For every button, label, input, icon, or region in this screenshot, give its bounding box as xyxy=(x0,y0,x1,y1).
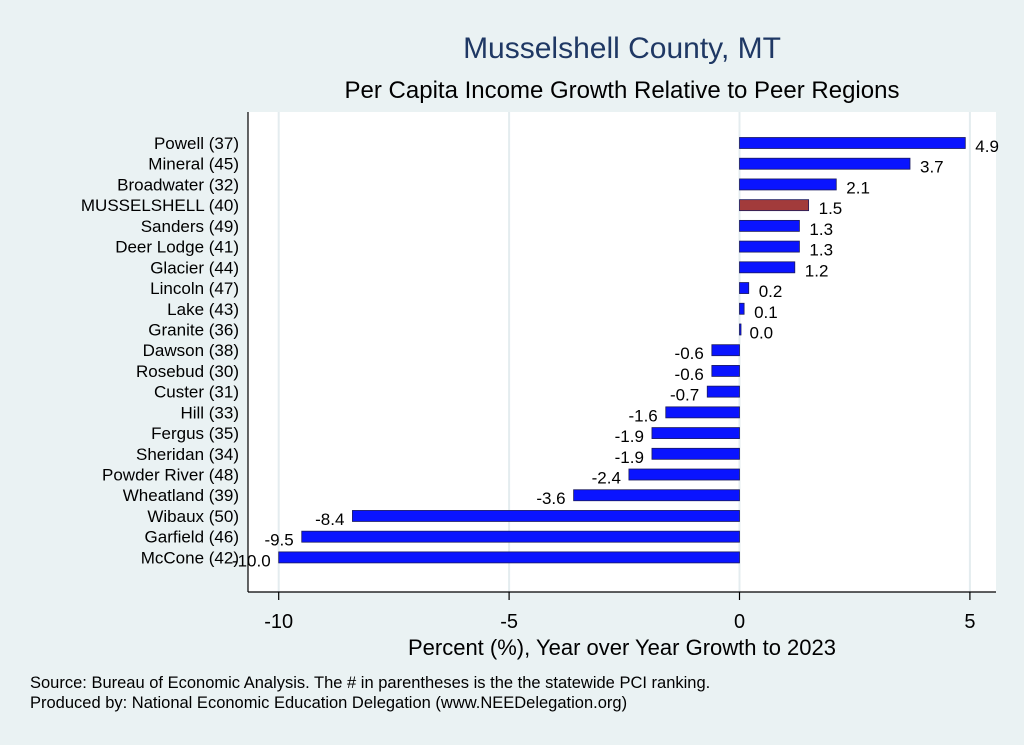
category-label: Fergus (35) xyxy=(151,424,239,443)
bar xyxy=(711,344,740,357)
category-label: Deer Lodge (41) xyxy=(115,238,239,257)
bar xyxy=(739,302,745,315)
bar xyxy=(628,468,740,481)
value-label: -0.7 xyxy=(670,386,699,405)
value-label: -1.6 xyxy=(628,406,657,425)
category-label: Powell (37) xyxy=(154,134,239,153)
value-labels: 4.93.72.11.51.31.31.20.20.10.0-0.6-0.6-0… xyxy=(232,137,999,570)
value-label: 1.2 xyxy=(805,261,829,280)
category-label: Wheatland (39) xyxy=(123,486,239,505)
x-tick-label: -10 xyxy=(264,611,293,633)
category-label: Powder River (48) xyxy=(102,466,239,485)
bar xyxy=(573,489,740,502)
chart-subtitle: Per Capita Income Growth Relative to Pee… xyxy=(345,77,900,104)
category-label: Lincoln (47) xyxy=(150,279,239,298)
category-labels: Powell (37) Mineral (45)Broadwater (32) MU… xyxy=(81,134,239,567)
bar xyxy=(739,199,810,212)
category-label: Hill (33) xyxy=(180,403,239,422)
value-label: 1.5 xyxy=(819,199,843,218)
bar xyxy=(739,261,796,274)
value-label: 0.2 xyxy=(759,282,783,301)
value-label: 2.1 xyxy=(846,178,870,197)
value-label: -8.4 xyxy=(315,510,344,529)
value-label: -0.6 xyxy=(675,344,704,363)
bar xyxy=(706,385,740,398)
category-label: McCone (42) xyxy=(141,548,239,567)
bar xyxy=(352,510,740,522)
bar xyxy=(739,219,800,232)
value-label: 4.9 xyxy=(975,137,999,156)
bar xyxy=(739,282,750,294)
bar xyxy=(665,406,740,419)
category-label: MUSSELSHELL (40) xyxy=(81,196,239,215)
category-label: Wibaux (50) xyxy=(147,507,239,526)
category-label: Rosebud (30) xyxy=(136,362,239,381)
bar xyxy=(739,178,837,191)
bar xyxy=(739,323,742,336)
bars xyxy=(278,137,966,564)
bar xyxy=(711,365,740,377)
value-label: 0.1 xyxy=(754,303,778,322)
producer-note: Produced by: National Economic Education… xyxy=(30,694,627,712)
value-label: -2.4 xyxy=(592,469,621,488)
x-axis-label: Percent (%), Year over Year Growth to 20… xyxy=(408,635,836,660)
category-label: Lake (43) xyxy=(167,300,239,319)
x-tick-label: 0 xyxy=(734,611,745,633)
category-label: Garfield (46) xyxy=(145,528,239,547)
x-axis: -10 -5 0 5 xyxy=(247,112,996,633)
category-label: Glacier (44) xyxy=(150,258,239,277)
value-label: 0.0 xyxy=(750,323,774,342)
bar xyxy=(301,530,740,543)
bar xyxy=(739,137,966,149)
category-label: Sanders (49) xyxy=(141,217,239,236)
chart-title: Musselshell County, MT xyxy=(463,32,781,65)
category-label: Dawson (38) xyxy=(143,341,239,360)
value-label: -1.9 xyxy=(615,427,644,446)
value-label: 1.3 xyxy=(809,241,833,260)
bar xyxy=(278,551,740,564)
value-label: -10.0 xyxy=(232,551,271,570)
category-label: Granite (36) xyxy=(148,320,239,339)
value-label: -0.6 xyxy=(675,365,704,384)
category-label: Broadwater (32) xyxy=(117,175,239,194)
category-label: Custer (31) xyxy=(154,383,239,402)
category-label: Sheridan (34) xyxy=(136,445,239,464)
category-label: Mineral (45) xyxy=(148,155,239,174)
value-label: -3.6 xyxy=(536,489,565,508)
source-note: Source: Bureau of Economic Analysis. The… xyxy=(30,674,710,692)
value-label: 1.3 xyxy=(809,220,833,239)
value-label: 3.7 xyxy=(920,158,944,177)
bar xyxy=(651,447,740,460)
bar xyxy=(739,240,800,253)
bar xyxy=(739,157,911,170)
x-tick-label: -5 xyxy=(500,611,518,633)
value-label: -9.5 xyxy=(264,531,293,550)
bar xyxy=(651,427,740,439)
value-label: -1.9 xyxy=(615,448,644,467)
x-tick-label: 5 xyxy=(964,611,975,633)
